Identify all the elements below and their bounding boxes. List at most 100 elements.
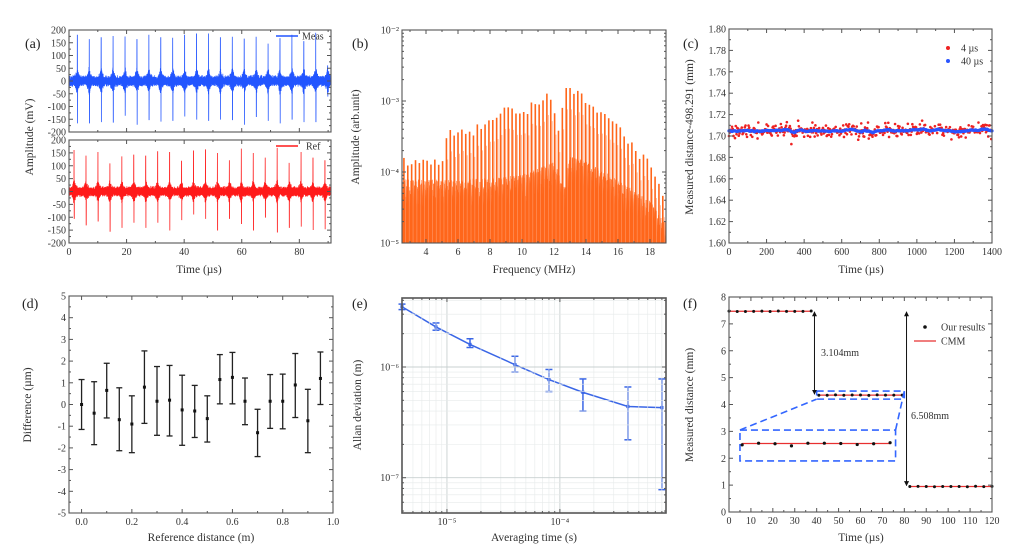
data-point — [942, 134, 946, 137]
x-tick-label: 0 — [67, 247, 72, 258]
x-tick-label: 600 — [834, 247, 849, 258]
y-tick-label: -100 — [48, 213, 66, 224]
error-bar-point — [216, 353, 223, 405]
x-tick-label: 30 — [790, 516, 800, 527]
data-point — [829, 135, 833, 138]
data-point — [862, 135, 866, 138]
error-bar-point — [279, 373, 286, 430]
y-tick-label: -5 — [58, 509, 66, 520]
data-point — [756, 441, 761, 445]
data-point — [845, 132, 849, 136]
data-point — [872, 442, 876, 446]
panel-label: (c) — [683, 37, 699, 52]
y-axis-label: Allan deviation (m) — [352, 359, 364, 450]
data-point — [822, 441, 826, 445]
data-point — [875, 393, 879, 397]
x-tick-label: 14 — [581, 247, 591, 258]
data-point — [793, 309, 797, 313]
data-point — [776, 134, 780, 137]
x-tick-label: 80 — [899, 516, 909, 527]
x-tick-label: 10⁻⁵ — [438, 517, 457, 528]
zoom-connector — [894, 390, 906, 431]
data-point — [747, 126, 751, 129]
y-tick-label: -2 — [58, 443, 66, 454]
data-point — [733, 136, 737, 140]
data-point — [839, 132, 843, 135]
data-point — [959, 126, 962, 129]
data-point — [907, 133, 910, 137]
y-axis-label: Measured distance (mm) — [684, 348, 696, 462]
data-point — [802, 135, 806, 139]
data-point — [978, 131, 982, 135]
x-tick-label: 20 — [768, 516, 778, 527]
data-point — [950, 138, 953, 141]
data-point — [782, 133, 786, 137]
x-tick-label: 10 — [746, 516, 756, 527]
error-bar-point — [179, 374, 186, 446]
data-point — [924, 485, 928, 489]
spectrum — [402, 87, 666, 243]
data-point — [740, 443, 744, 447]
panel-label: (d) — [22, 297, 39, 312]
data-point — [928, 133, 931, 136]
data-point — [847, 125, 850, 129]
data-point — [743, 309, 747, 313]
data-point — [957, 484, 961, 488]
x-tick-label: 70 — [877, 516, 887, 527]
data-point — [909, 133, 913, 137]
error-bar-point — [292, 352, 299, 419]
data-point — [155, 399, 159, 403]
data-point — [801, 309, 805, 313]
step-segment — [908, 484, 994, 489]
y-tick-label: 10⁻⁴ — [380, 168, 399, 179]
data-point — [142, 385, 146, 389]
y-tick-label: -50 — [53, 200, 66, 211]
error-bar-point — [128, 395, 135, 454]
data-point — [854, 132, 858, 136]
data-point — [866, 121, 870, 124]
data-point — [281, 399, 285, 403]
y-tick-label: 100 — [51, 51, 66, 62]
step-segment — [727, 309, 813, 314]
data-point — [887, 121, 890, 125]
data-point — [977, 121, 980, 124]
y-tick-label: 100 — [51, 161, 66, 172]
data-point — [780, 126, 783, 129]
x-tick-label: 200 — [759, 247, 774, 258]
data-point — [842, 135, 846, 139]
y-tick-label: -100 — [48, 102, 66, 113]
legend-label: 40 µs — [961, 57, 983, 68]
panel-c: 0 200 400 600 800 1000 1200 1400 1.60 1.62 1.64 1.6… — [709, 25, 1003, 259]
data-point — [737, 134, 741, 138]
error-bar-point — [141, 350, 148, 425]
x-tick-label: 40 — [812, 516, 822, 527]
data-point — [105, 388, 109, 392]
data-point — [957, 135, 961, 139]
data-point — [892, 393, 896, 397]
y-tick-label: 150 — [51, 38, 66, 49]
panel-e: 10⁻⁵ 10⁻⁴ 10⁻⁷ 10⁻⁶ — [380, 297, 667, 528]
data-point — [847, 123, 851, 126]
data-point — [888, 441, 892, 445]
data-point — [736, 127, 740, 130]
panel-f: 0 10 20 30 40 50 60 70 80 90 100 110 120 0 1 2 3 4 5 6 7 8 3.1… — [721, 293, 1000, 528]
data-point — [744, 124, 747, 127]
y-tick-label: 50 — [56, 174, 66, 185]
y-tick-label: 10⁻⁵ — [380, 239, 399, 250]
data-point — [834, 125, 838, 129]
ticks — [69, 295, 334, 514]
data-point — [806, 441, 810, 445]
panel-label: (f) — [683, 297, 697, 312]
x-tick-label: 18 — [645, 247, 655, 258]
data-point — [809, 126, 813, 130]
data-point — [839, 441, 843, 446]
x-tick-label: 1400 — [982, 247, 1002, 258]
data-point — [293, 383, 297, 387]
y-tick-label: 2 — [721, 454, 726, 465]
data-point — [806, 134, 810, 138]
x-tick-label: 12 — [549, 247, 559, 258]
annotation-label: 3.104mm — [821, 348, 859, 359]
y-tick-label: 0 — [721, 508, 726, 519]
data-point — [938, 123, 942, 126]
